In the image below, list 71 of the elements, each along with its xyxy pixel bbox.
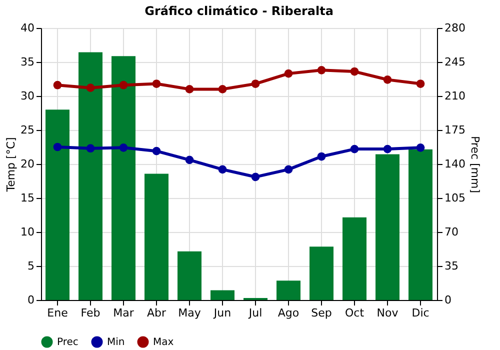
x-tick-label: Oct xyxy=(344,306,365,320)
point xyxy=(152,80,161,88)
bar xyxy=(376,154,400,300)
y2-tick-label: 175 xyxy=(444,124,466,136)
legend-label: Min xyxy=(107,337,125,348)
y-tick-label: 20 xyxy=(20,158,34,170)
legend-label: Prec xyxy=(57,337,78,348)
y-tick-label: 25 xyxy=(20,124,34,136)
bar xyxy=(112,56,136,300)
bar xyxy=(310,246,334,300)
y2-tick-label: 280 xyxy=(444,22,466,34)
bar xyxy=(144,174,168,300)
y2-tick-label: 0 xyxy=(444,294,452,306)
point xyxy=(350,144,359,154)
point xyxy=(317,152,326,161)
y2-axis-title: Prec [mm] xyxy=(468,136,482,194)
y2-tick-label: 210 xyxy=(444,90,466,102)
point xyxy=(119,80,128,90)
point xyxy=(53,80,62,90)
x-tick-label: Abr xyxy=(146,306,166,320)
point xyxy=(218,165,227,174)
point xyxy=(86,144,95,153)
point xyxy=(416,144,425,152)
y-axis-title: Temp [°C] xyxy=(4,137,18,193)
point xyxy=(251,80,260,88)
y2-tick-label: 70 xyxy=(444,226,458,238)
point xyxy=(185,156,194,164)
point xyxy=(251,172,260,182)
x-tick-label: Nov xyxy=(376,306,399,320)
x-tick-label: Dic xyxy=(412,306,430,320)
point xyxy=(119,144,128,152)
legend-label: Max xyxy=(153,337,174,348)
x-tick-label: Ene xyxy=(47,306,68,320)
x-tick-label: Jun xyxy=(212,306,232,320)
bar xyxy=(408,149,432,300)
y2-tick-label: 140 xyxy=(444,158,466,170)
x-tick-label: May xyxy=(178,306,202,320)
point xyxy=(86,84,95,92)
bar xyxy=(210,290,234,300)
point xyxy=(383,144,392,154)
y-tick-label: 40 xyxy=(20,22,34,34)
x-tick-label: Feb xyxy=(80,306,100,320)
y-tick-label: 0 xyxy=(28,294,34,306)
point xyxy=(383,76,392,84)
point xyxy=(53,142,62,152)
y-tick-label: 15 xyxy=(20,192,34,204)
point xyxy=(416,80,425,88)
bar xyxy=(178,251,202,300)
x-tick-label: Mar xyxy=(113,306,134,320)
y-tick-label: 30 xyxy=(20,90,34,102)
point xyxy=(218,85,227,94)
y-tick-label: 5 xyxy=(28,260,34,272)
bar xyxy=(46,110,70,300)
point xyxy=(284,165,293,174)
point xyxy=(284,69,293,78)
y2-tick-label: 245 xyxy=(444,56,466,68)
bar xyxy=(342,217,366,300)
point xyxy=(185,85,194,94)
y2-tick-label: 105 xyxy=(444,192,466,204)
bar xyxy=(78,52,102,300)
y-tick-label: 10 xyxy=(20,226,34,238)
x-tick-label: Sep xyxy=(311,306,332,320)
x-tick-label: Ago xyxy=(278,306,300,320)
point xyxy=(317,66,326,74)
y2-tick-label: 35 xyxy=(444,260,458,272)
y-tick-label: 35 xyxy=(20,56,34,68)
chart-title: Gráfico climático - Riberalta xyxy=(144,4,334,18)
point xyxy=(152,146,161,156)
point xyxy=(350,67,359,76)
bar xyxy=(276,280,300,300)
x-tick-label: Jul xyxy=(248,306,262,320)
